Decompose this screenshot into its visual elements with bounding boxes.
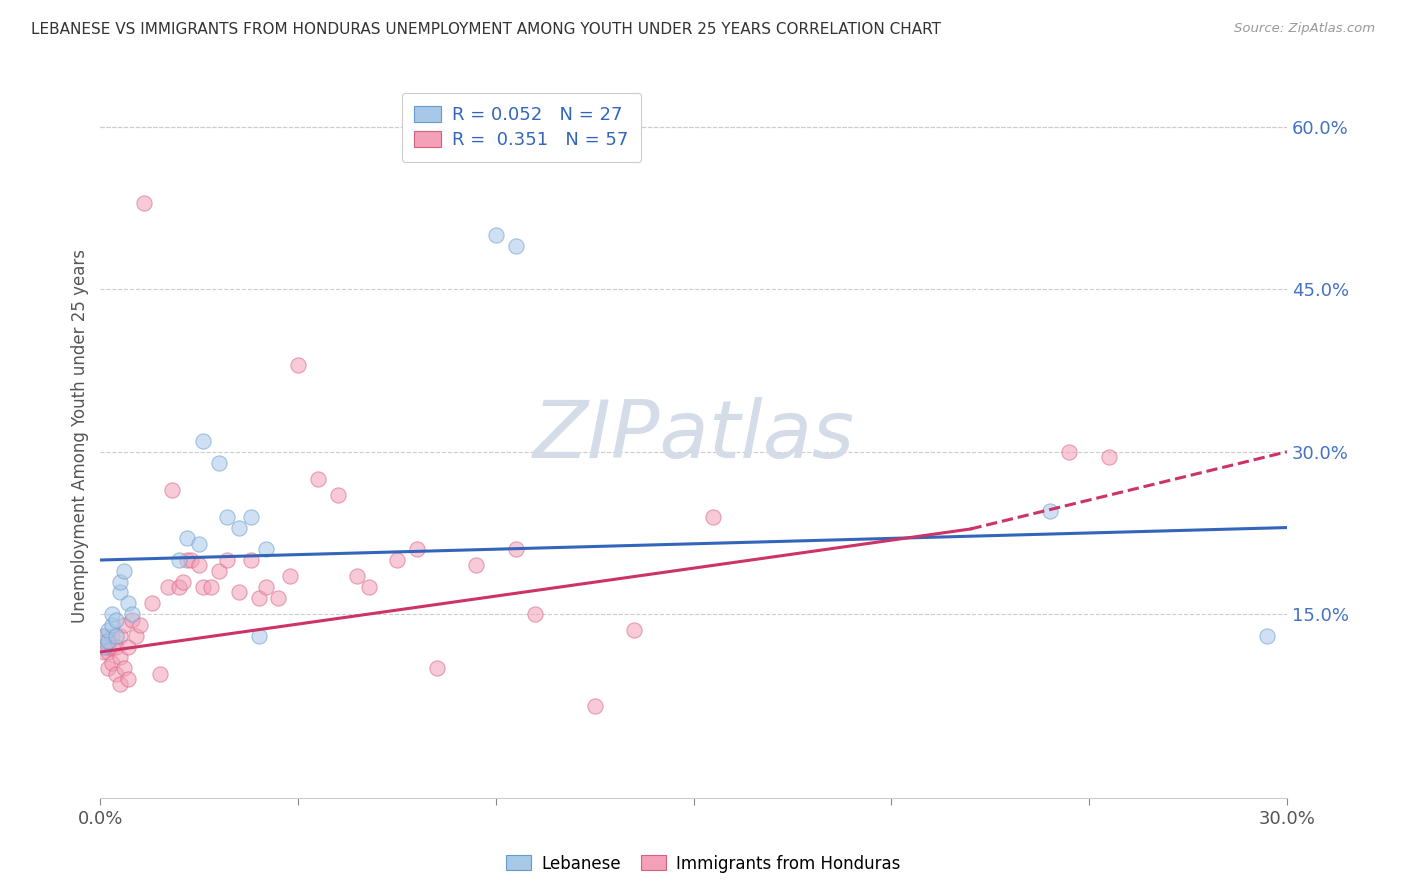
- Point: [247, 629, 270, 643]
- Point: [208, 564, 231, 578]
- Point: [278, 569, 301, 583]
- Point: [108, 585, 131, 599]
- Point: [465, 558, 488, 573]
- Point: [93, 645, 115, 659]
- Point: [267, 591, 290, 605]
- Point: [1256, 629, 1278, 643]
- Point: [188, 537, 211, 551]
- Point: [97, 645, 120, 659]
- Point: [141, 596, 163, 610]
- Point: [425, 661, 447, 675]
- Point: [129, 618, 152, 632]
- Point: [485, 228, 508, 243]
- Point: [180, 553, 202, 567]
- Point: [405, 542, 427, 557]
- Point: [112, 661, 135, 675]
- Y-axis label: Unemployment Among Youth under 25 years: Unemployment Among Youth under 25 years: [72, 249, 89, 623]
- Point: [97, 624, 120, 638]
- Point: [524, 607, 547, 621]
- Point: [200, 580, 222, 594]
- Point: [228, 520, 250, 534]
- Point: [193, 434, 215, 448]
- Point: [108, 629, 131, 643]
- Point: [169, 580, 191, 594]
- Point: [256, 580, 278, 594]
- Point: [307, 472, 329, 486]
- Point: [108, 574, 131, 589]
- Point: [117, 596, 139, 610]
- Point: [385, 553, 408, 567]
- Point: [172, 574, 194, 589]
- Point: [215, 553, 238, 567]
- Point: [105, 640, 128, 654]
- Point: [505, 542, 527, 557]
- Point: [160, 483, 183, 497]
- Legend: R = 0.052   N = 27, R =  0.351   N = 57: R = 0.052 N = 27, R = 0.351 N = 57: [402, 93, 641, 162]
- Legend: Lebanese, Immigrants from Honduras: Lebanese, Immigrants from Honduras: [499, 848, 907, 880]
- Point: [1098, 450, 1121, 465]
- Point: [228, 585, 250, 599]
- Point: [117, 640, 139, 654]
- Point: [105, 613, 128, 627]
- Point: [101, 629, 124, 643]
- Point: [108, 677, 131, 691]
- Point: [93, 629, 115, 643]
- Point: [112, 564, 135, 578]
- Point: [132, 195, 155, 210]
- Point: [101, 607, 124, 621]
- Point: [93, 640, 115, 654]
- Point: [101, 618, 124, 632]
- Point: [105, 629, 128, 643]
- Point: [1059, 444, 1081, 458]
- Point: [101, 656, 124, 670]
- Point: [326, 488, 349, 502]
- Point: [623, 624, 645, 638]
- Point: [239, 509, 262, 524]
- Point: [188, 558, 211, 573]
- Point: [176, 532, 198, 546]
- Point: [702, 509, 724, 524]
- Point: [108, 650, 131, 665]
- Point: [176, 553, 198, 567]
- Point: [156, 580, 179, 594]
- Point: [112, 618, 135, 632]
- Point: [256, 542, 278, 557]
- Point: [97, 634, 120, 648]
- Text: LEBANESE VS IMMIGRANTS FROM HONDURAS UNEMPLOYMENT AMONG YOUTH UNDER 25 YEARS COR: LEBANESE VS IMMIGRANTS FROM HONDURAS UNE…: [31, 22, 941, 37]
- Point: [193, 580, 215, 594]
- Point: [287, 358, 309, 372]
- Point: [169, 553, 191, 567]
- Point: [583, 699, 606, 714]
- Text: Source: ZipAtlas.com: Source: ZipAtlas.com: [1234, 22, 1375, 36]
- Point: [247, 591, 270, 605]
- Point: [505, 239, 527, 253]
- Point: [346, 569, 368, 583]
- Point: [121, 607, 143, 621]
- Point: [93, 634, 115, 648]
- Point: [97, 661, 120, 675]
- Point: [105, 666, 128, 681]
- Point: [121, 613, 143, 627]
- Point: [117, 672, 139, 686]
- Text: ZIPatlas: ZIPatlas: [533, 397, 855, 475]
- Point: [97, 640, 120, 654]
- Point: [239, 553, 262, 567]
- Point: [93, 629, 115, 643]
- Point: [208, 456, 231, 470]
- Point: [359, 580, 381, 594]
- Point: [101, 640, 124, 654]
- Point: [125, 629, 148, 643]
- Point: [1038, 504, 1060, 518]
- Point: [215, 509, 238, 524]
- Point: [149, 666, 172, 681]
